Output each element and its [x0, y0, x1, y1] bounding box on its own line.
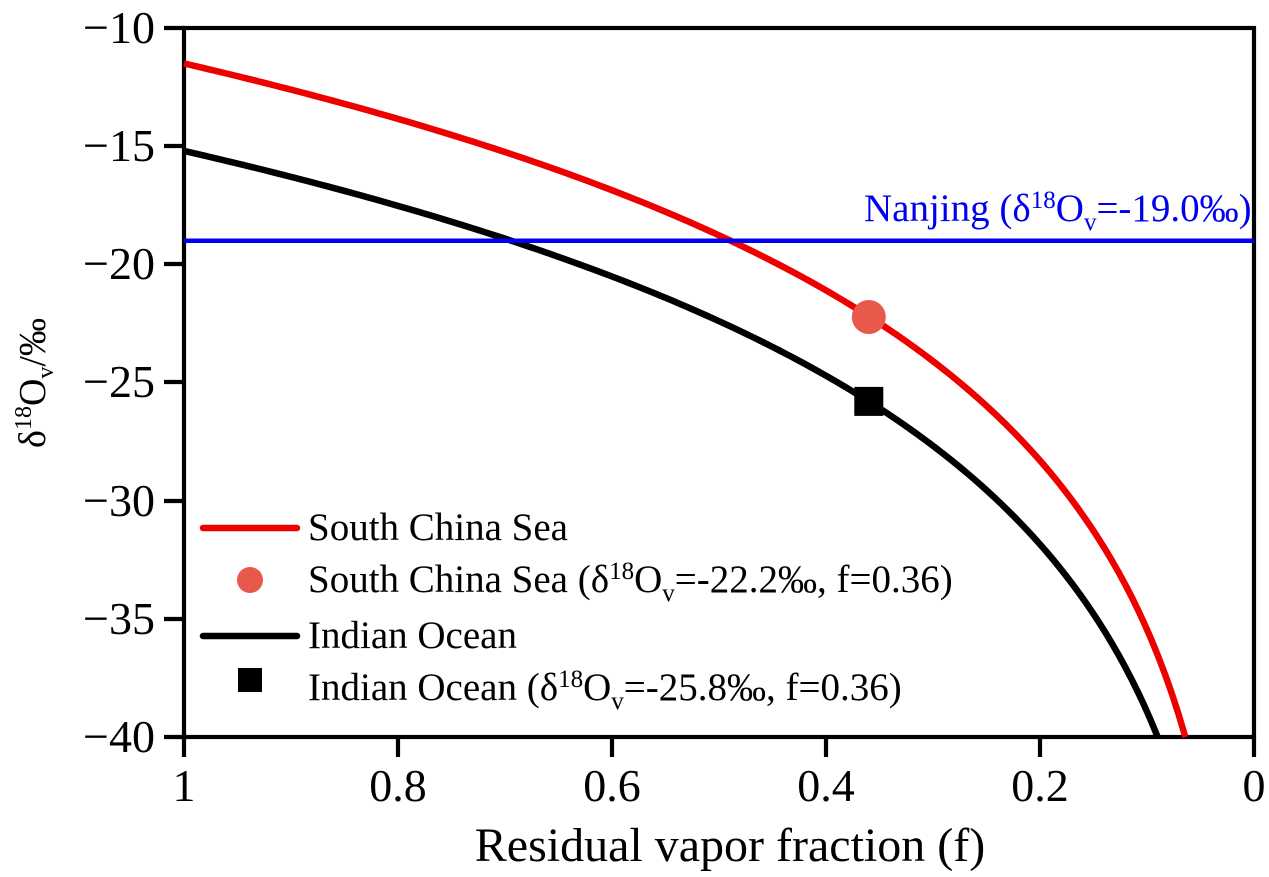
svg-text:1: 1: [173, 760, 196, 811]
svg-text:Residual vapor fraction (f): Residual vapor fraction (f): [475, 819, 985, 872]
svg-text:−40: −40: [83, 711, 155, 762]
svg-text:South China Sea (δ18Ov=-22.2‰,: South China Sea (δ18Ov=-22.2‰, f=0.36): [308, 558, 953, 607]
svg-text:−30: −30: [83, 475, 155, 526]
svg-text:Nanjing (δ18Ov=-19.0‰): Nanjing (δ18Ov=-19.0‰): [864, 187, 1252, 236]
svg-text:0.8: 0.8: [369, 760, 427, 811]
svg-text:−15: −15: [83, 120, 155, 171]
svg-text:0.6: 0.6: [583, 760, 641, 811]
svg-text:δ18Ov/‰: δ18Ov/‰: [11, 318, 59, 448]
svg-text:−25: −25: [83, 356, 155, 407]
svg-text:0.2: 0.2: [1011, 760, 1069, 811]
svg-text:Indian Ocean: Indian Ocean: [308, 614, 517, 657]
svg-text:0: 0: [1243, 760, 1266, 811]
svg-text:Indian Ocean (δ18Ov=-25.8‰, f=: Indian Ocean (δ18Ov=-25.8‰, f=0.36): [308, 666, 902, 715]
svg-text:−20: −20: [83, 238, 155, 289]
svg-text:−35: −35: [83, 593, 155, 644]
svg-text:−10: −10: [83, 2, 155, 53]
svg-text:South China Sea: South China Sea: [308, 506, 568, 549]
svg-text:0.4: 0.4: [797, 760, 855, 811]
